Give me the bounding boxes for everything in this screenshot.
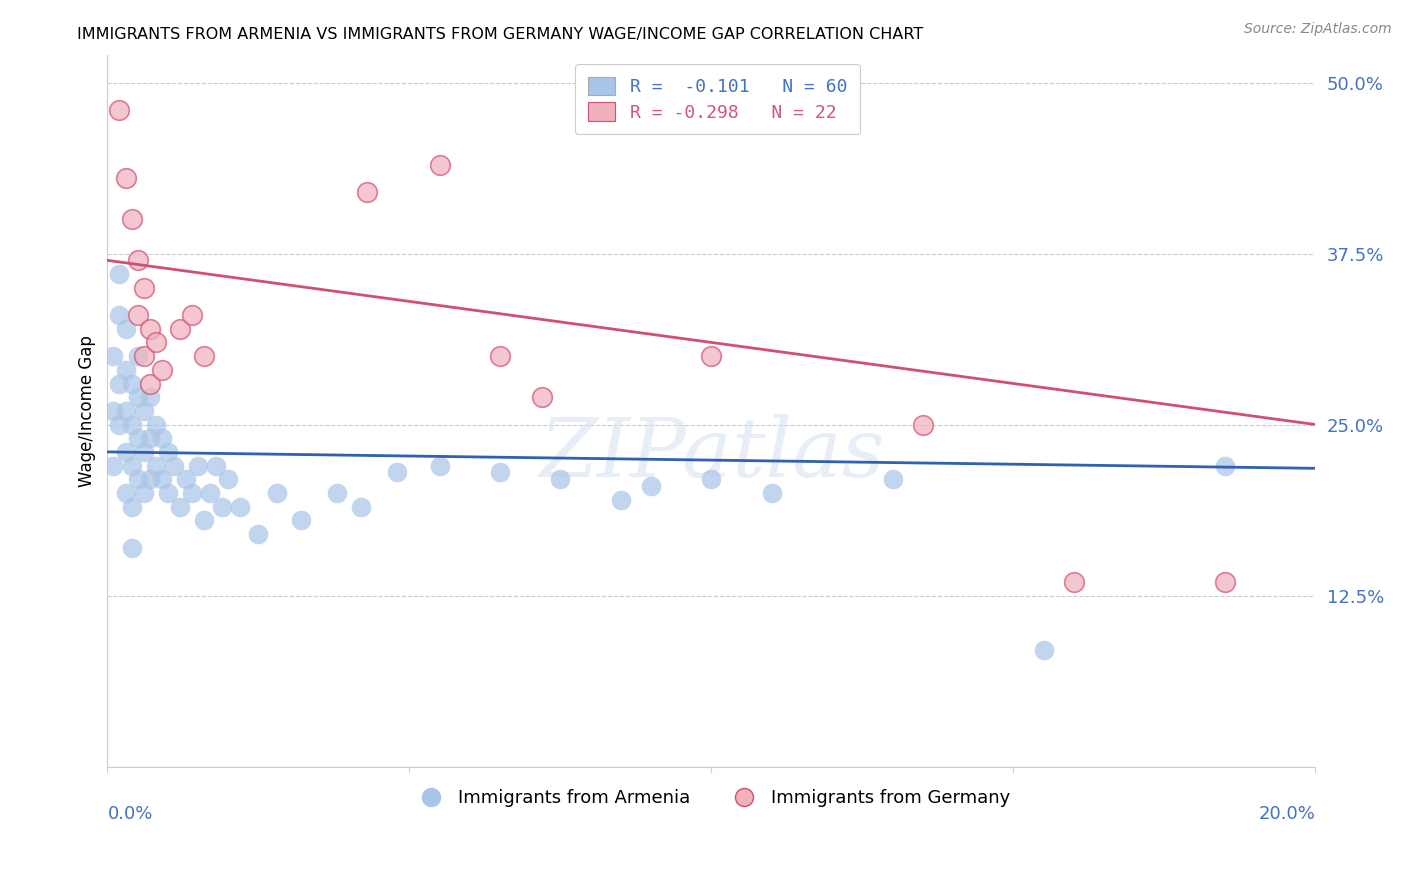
- Point: [138, 472, 160, 486]
- Point: [229, 500, 252, 514]
- Point: [489, 466, 512, 480]
- Point: [174, 472, 197, 486]
- Point: [114, 171, 136, 186]
- Point: [205, 458, 228, 473]
- Point: [108, 417, 131, 432]
- Point: [1063, 574, 1085, 589]
- Text: 20.0%: 20.0%: [1258, 805, 1316, 823]
- Point: [127, 431, 149, 445]
- Point: [103, 349, 125, 363]
- Point: [121, 541, 143, 555]
- Point: [156, 486, 179, 500]
- Point: [150, 363, 173, 377]
- Point: [193, 513, 215, 527]
- Point: [217, 472, 239, 486]
- Point: [132, 349, 155, 363]
- Point: [145, 458, 167, 473]
- Point: [127, 253, 149, 268]
- Point: [1213, 458, 1236, 473]
- Point: [138, 322, 160, 336]
- Point: [114, 486, 136, 500]
- Text: ZIPatlas: ZIPatlas: [538, 414, 884, 493]
- Point: [114, 404, 136, 418]
- Point: [127, 390, 149, 404]
- Point: [193, 349, 215, 363]
- Point: [163, 458, 186, 473]
- Point: [108, 103, 131, 117]
- Point: [132, 486, 155, 500]
- Point: [169, 500, 191, 514]
- Point: [266, 486, 288, 500]
- Point: [121, 212, 143, 227]
- Point: [429, 458, 451, 473]
- Point: [882, 472, 904, 486]
- Point: [121, 417, 143, 432]
- Point: [700, 472, 723, 486]
- Point: [156, 445, 179, 459]
- Point: [181, 486, 204, 500]
- Point: [132, 281, 155, 295]
- Point: [108, 267, 131, 281]
- Point: [489, 349, 512, 363]
- Point: [326, 486, 349, 500]
- Point: [127, 472, 149, 486]
- Point: [550, 472, 572, 486]
- Point: [127, 308, 149, 322]
- Point: [103, 458, 125, 473]
- Point: [290, 513, 312, 527]
- Point: [150, 431, 173, 445]
- Point: [121, 458, 143, 473]
- Point: [211, 500, 233, 514]
- Point: [114, 322, 136, 336]
- Y-axis label: Wage/Income Gap: Wage/Income Gap: [79, 334, 96, 487]
- Point: [429, 158, 451, 172]
- Point: [132, 404, 155, 418]
- Point: [531, 390, 554, 404]
- Point: [114, 445, 136, 459]
- Point: [108, 308, 131, 322]
- Point: [127, 349, 149, 363]
- Point: [150, 472, 173, 486]
- Point: [761, 486, 783, 500]
- Point: [1032, 643, 1054, 657]
- Point: [911, 417, 934, 432]
- Point: [114, 363, 136, 377]
- Point: [247, 527, 270, 541]
- Point: [121, 376, 143, 391]
- Point: [387, 466, 409, 480]
- Point: [350, 500, 373, 514]
- Point: [103, 404, 125, 418]
- Point: [138, 376, 160, 391]
- Text: Source: ZipAtlas.com: Source: ZipAtlas.com: [1244, 22, 1392, 37]
- Point: [121, 500, 143, 514]
- Text: IMMIGRANTS FROM ARMENIA VS IMMIGRANTS FROM GERMANY WAGE/INCOME GAP CORRELATION C: IMMIGRANTS FROM ARMENIA VS IMMIGRANTS FR…: [77, 27, 924, 42]
- Point: [108, 376, 131, 391]
- Point: [145, 417, 167, 432]
- Point: [198, 486, 221, 500]
- Point: [187, 458, 209, 473]
- Legend: Immigrants from Armenia, Immigrants from Germany: Immigrants from Armenia, Immigrants from…: [405, 782, 1018, 814]
- Point: [640, 479, 662, 493]
- Point: [138, 390, 160, 404]
- Point: [145, 335, 167, 350]
- Point: [356, 185, 378, 199]
- Text: 0.0%: 0.0%: [107, 805, 153, 823]
- Point: [610, 492, 633, 507]
- Point: [132, 445, 155, 459]
- Point: [1213, 574, 1236, 589]
- Point: [700, 349, 723, 363]
- Point: [181, 308, 204, 322]
- Point: [169, 322, 191, 336]
- Point: [138, 431, 160, 445]
